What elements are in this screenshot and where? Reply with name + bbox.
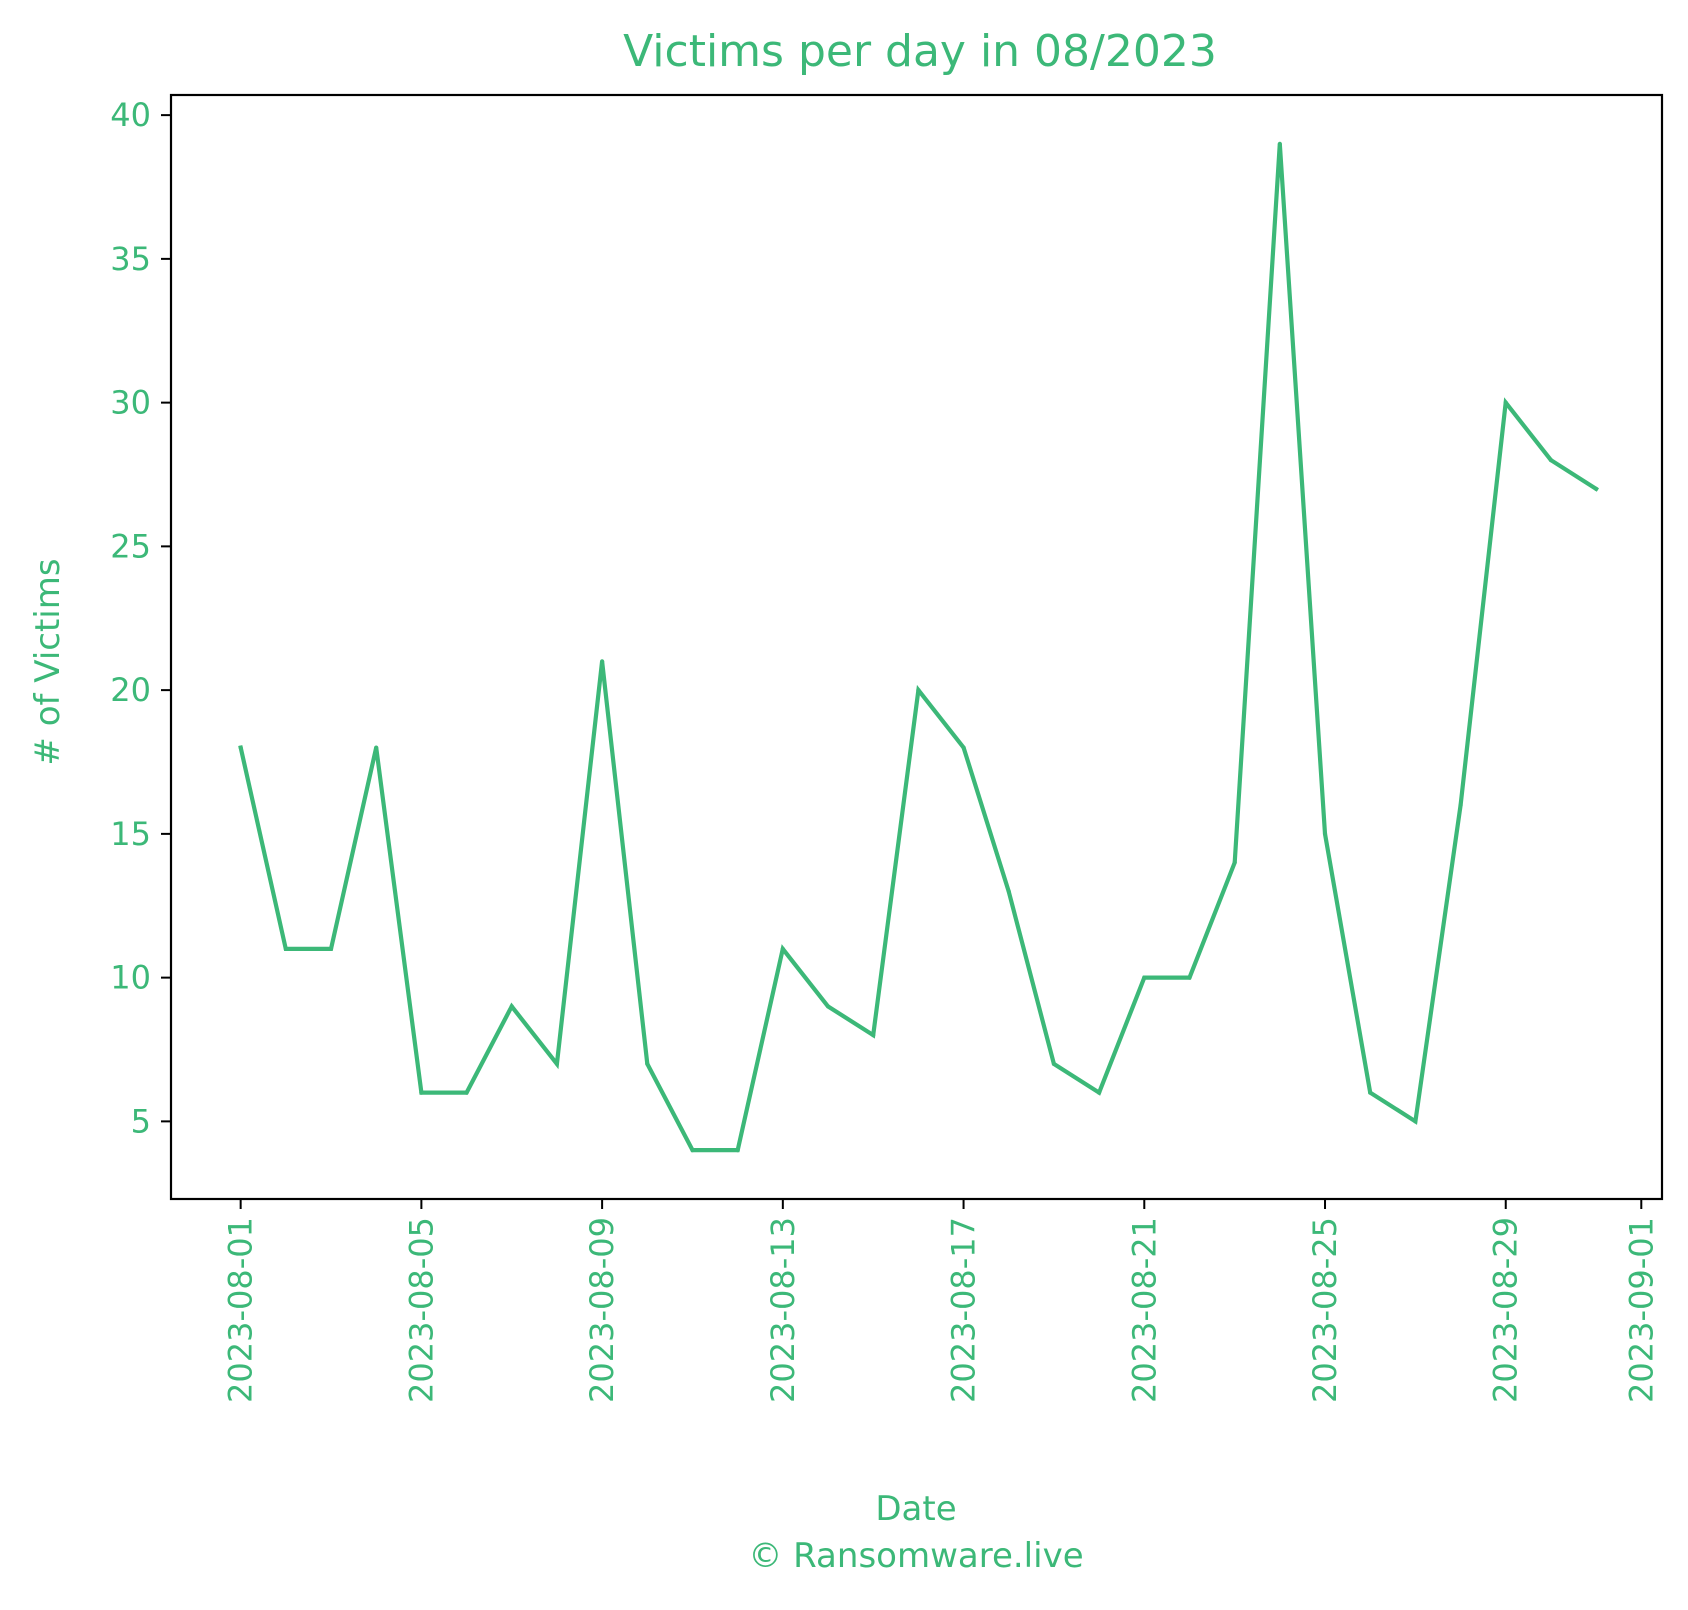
- x-tick-label: 2023-08-25: [1306, 1217, 1344, 1403]
- data-point: [871, 1033, 876, 1038]
- data-point: [735, 1148, 740, 1153]
- data-point: [825, 1004, 831, 1009]
- data-point: [283, 946, 288, 951]
- data-point: [690, 1148, 695, 1153]
- y-axis-label: # of Victims: [28, 558, 68, 765]
- data-point: [419, 1090, 424, 1095]
- x-tick-label: 2023-09-01: [1622, 1217, 1660, 1403]
- data-point: [1006, 889, 1011, 894]
- data-point: [374, 745, 379, 750]
- data-point: [1187, 975, 1192, 980]
- data-point: [1051, 1061, 1057, 1066]
- data-point: [1594, 486, 1599, 491]
- plot-area: [169, 93, 1664, 1201]
- y-tick-label: 35: [110, 240, 151, 278]
- data-point: [916, 688, 921, 693]
- data-point: [961, 745, 966, 750]
- data-point: [1458, 803, 1463, 808]
- data-point: [238, 745, 243, 750]
- x-axis: 2023-08-01 2023-08-05 2023-08-09 2023-08-13…: [222, 1199, 1660, 1403]
- data-point: [1322, 831, 1328, 836]
- y-tick-label: 30: [110, 384, 151, 422]
- y-tick-label: 20: [110, 671, 151, 709]
- y-tick-label: 15: [110, 815, 151, 853]
- data-point: [1413, 1119, 1418, 1124]
- data-point: [645, 1061, 650, 1066]
- x-tick-label: 2023-08-05: [402, 1217, 440, 1403]
- y-tick-label: 5: [131, 1102, 151, 1140]
- data-point: [464, 1090, 469, 1095]
- x-axis-label: Date: [875, 1489, 956, 1529]
- data-point: [1097, 1090, 1102, 1095]
- data-point: [1548, 458, 1554, 463]
- series-line: [238, 143, 1599, 1153]
- x-tick-label: 2023-08-01: [222, 1217, 260, 1403]
- y-tick-label: 25: [110, 527, 151, 565]
- y-tick-label: 10: [110, 959, 151, 997]
- x-tick-label: 2023-08-17: [945, 1217, 983, 1403]
- data-point: [1232, 860, 1237, 865]
- data-point: [1142, 975, 1147, 980]
- data-point: [1277, 141, 1282, 146]
- y-axis: 5 10 15 20 25 30 35 40: [110, 96, 171, 1140]
- y-tick-label: 40: [110, 96, 151, 134]
- data-point: [1503, 400, 1508, 405]
- data-point: [328, 946, 334, 951]
- x-tick-label: 2023-08-29: [1487, 1217, 1525, 1403]
- data-point: [554, 1061, 560, 1066]
- credit-text: © Ransomware.live: [748, 1536, 1083, 1576]
- data-point: [509, 1004, 514, 1009]
- data-point: [780, 946, 785, 951]
- x-tick-label: 2023-08-21: [1125, 1217, 1163, 1403]
- data-point: [600, 659, 605, 664]
- chart-title: Victims per day in 08/2023: [623, 26, 1217, 77]
- x-tick-label: 2023-08-13: [764, 1217, 802, 1403]
- series-group: [238, 141, 1599, 1153]
- data-point: [1368, 1090, 1373, 1095]
- x-tick-label: 2023-08-09: [583, 1217, 621, 1403]
